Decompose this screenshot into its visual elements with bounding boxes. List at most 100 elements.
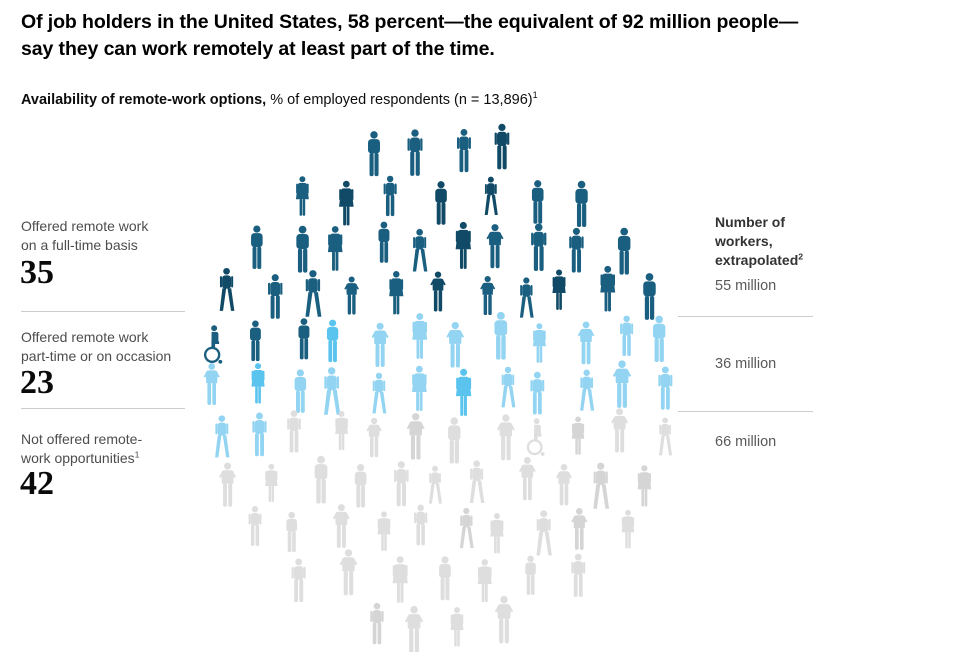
- person-figure-dark: [305, 270, 322, 317]
- person-figure-dark: [484, 176, 498, 216]
- person-figure-gray: [248, 506, 262, 546]
- category-label-line: part-time or on occasion: [21, 348, 172, 364]
- person-figure-light: [252, 412, 267, 457]
- person-figure-gray: [494, 595, 514, 644]
- person-figure-dark: [430, 271, 446, 312]
- person-figure-dark: [600, 265, 616, 312]
- divider: [21, 311, 185, 312]
- person-figure-gray: [555, 464, 572, 506]
- category-label-full-time: Offered remote work on a full-time basis: [21, 217, 196, 255]
- person-figure-dark: [480, 275, 496, 316]
- person-figure-dark: [643, 273, 656, 320]
- person-figure-light: [620, 315, 634, 357]
- person-figure-gray: [265, 463, 278, 503]
- person-figure-gray: [339, 549, 358, 596]
- person-figure-gray: [332, 504, 350, 548]
- person-figure-gray: [414, 504, 428, 546]
- person-figure-gray: [439, 556, 451, 601]
- divider: [678, 316, 813, 317]
- person-figure-light: [251, 363, 265, 404]
- workers-header-line: workers,: [715, 233, 773, 249]
- person-figure-gray: [450, 607, 464, 647]
- person-figure-dark: [383, 175, 397, 217]
- person-figure-dark: [575, 180, 588, 228]
- person-figure-dark: [455, 221, 471, 269]
- category-value-part-time: 23: [20, 364, 54, 401]
- chart-subtitle-bold: Availability of remote-work options,: [21, 92, 267, 108]
- person-figure-dark: [344, 276, 360, 315]
- person-figure-light: [455, 368, 472, 416]
- person-figure-light: [652, 315, 666, 362]
- workers-column-header: Number of workers, extrapolated2: [715, 213, 825, 270]
- category-label-line: on a full-time basis: [21, 237, 138, 253]
- person-figure-dark: [203, 325, 223, 364]
- category-label-part-time: Offered remote work part-time or on occa…: [21, 328, 196, 366]
- chart-subtitle-regular: % of employed respondents (n = 13,896): [266, 92, 533, 108]
- workers-value-part-time: 36 million: [715, 356, 777, 372]
- person-figure-gray: [404, 605, 424, 652]
- page-title: Of job holders in the United States, 58 …: [21, 11, 799, 60]
- person-figure-light: [530, 371, 545, 415]
- person-figure-dark: [339, 180, 354, 226]
- person-figure-gray: [490, 512, 504, 554]
- person-figure-light: [372, 372, 387, 414]
- person-figure-gray: [571, 508, 588, 550]
- person-figure-gray: [394, 461, 409, 507]
- divider: [678, 411, 813, 412]
- person-figure-gray: [366, 417, 382, 458]
- person-figure-dark: [486, 224, 504, 269]
- person-figure-gray: [459, 507, 474, 549]
- person-figure-dark: [250, 320, 261, 362]
- person-figure-gray: [525, 555, 536, 595]
- person-figure-gray: [335, 411, 348, 451]
- person-figure-gray: [291, 558, 306, 603]
- person-figure-gray: [536, 510, 552, 556]
- person-figure-light: [577, 321, 595, 365]
- person-figure-light: [412, 313, 428, 359]
- person-figure-gray: [611, 408, 629, 453]
- person-figure-gray: [518, 457, 536, 501]
- person-figure-light: [501, 366, 516, 408]
- workers-value-full-time: 55 million: [715, 278, 777, 294]
- person-figure-light: [215, 415, 230, 458]
- person-figure-light: [612, 360, 632, 408]
- workers-header-line: Number of: [715, 214, 785, 230]
- person-figure-dark: [296, 225, 309, 273]
- person-figure-dark: [251, 225, 263, 269]
- person-figure-gray: [477, 559, 492, 602]
- person-figure-gray: [286, 511, 298, 553]
- person-figure-dark: [378, 221, 390, 263]
- person-figure-light: [294, 369, 307, 413]
- person-figure-gray: [571, 416, 585, 455]
- category-value-not-offered: 42: [20, 465, 54, 502]
- person-figure-dark: [368, 131, 380, 177]
- person-figure-light: [658, 366, 673, 410]
- person-figure-light: [411, 365, 427, 411]
- person-figure-gray: [354, 463, 367, 508]
- category-label-line: work opportunities: [21, 450, 135, 466]
- person-figure-gray: [406, 413, 425, 460]
- category-label-line: Not offered remote-: [21, 431, 143, 447]
- category-value-full-time: 35: [20, 254, 54, 291]
- person-figure-gray: [659, 417, 673, 456]
- person-figure-dark: [219, 267, 235, 311]
- person-figure-dark: [552, 269, 566, 311]
- person-figure-dark: [494, 123, 510, 170]
- person-figure-gray: [219, 462, 237, 507]
- person-figure-gray: [448, 417, 461, 464]
- person-figure-dark: [456, 128, 471, 173]
- category-label-not-offered: Not offered remote- work opportunities1: [21, 430, 196, 468]
- person-figure-dark: [435, 181, 447, 225]
- person-figure-gray: [469, 460, 485, 503]
- person-figure-light: [446, 321, 465, 368]
- person-figure-gray: [593, 462, 610, 509]
- chart-subtitle: Availability of remote-work options, % o…: [21, 91, 538, 108]
- person-figure-dark: [412, 228, 428, 272]
- person-figure-light: [326, 319, 339, 363]
- person-figure-light: [580, 369, 595, 411]
- person-figure-gray: [392, 556, 408, 603]
- person-figure-dark: [298, 318, 310, 360]
- person-figure-dark: [617, 227, 631, 275]
- person-figure-dark: [268, 274, 283, 319]
